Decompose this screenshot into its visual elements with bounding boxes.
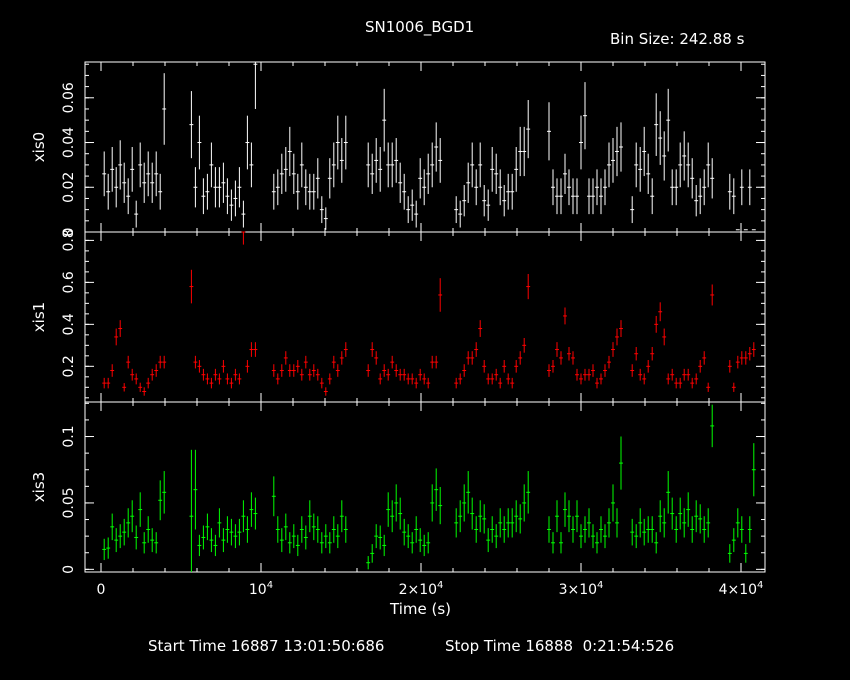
bin-size-label: Bin Size: 242.88 s [610,30,745,48]
y-tick-label: 0.05 [61,487,77,518]
y-tick-label: 0.02 [61,172,77,203]
y-tick-label: 0.4 [61,313,77,335]
y-axis-label: xis3 [30,472,48,502]
x-tick-label: 0 [97,582,106,598]
y-tick-label: 0 [61,228,77,237]
panel-frame [84,401,766,573]
x-tick-label: 104 [249,580,273,598]
y-tick-label: 0.8 [61,229,77,251]
y-tick-label: 0.2 [61,355,77,377]
start-time-label: Start Time 16887 13:01:50:686 [148,637,385,655]
y-tick-label: 0.1 [61,425,77,447]
x-tick-label: 4×104 [719,580,764,598]
x-axis-label: Time (s) [390,600,451,618]
stop-time-label: Stop Time 16888 0:21:54:526 [445,637,675,655]
y-tick-label: 0.04 [61,127,77,158]
x-tick-label: 2×104 [399,580,444,598]
y-tick-label: 0.6 [61,271,77,293]
chart-title: SN1006_BGD1 [365,18,475,36]
y-axis-label: xis1 [30,302,48,332]
y-tick-label: 0.06 [61,82,77,113]
x-tick-label: 3×104 [559,580,604,598]
y-tick-label: 0 [61,565,77,574]
y-axis-label: xis0 [30,132,48,162]
